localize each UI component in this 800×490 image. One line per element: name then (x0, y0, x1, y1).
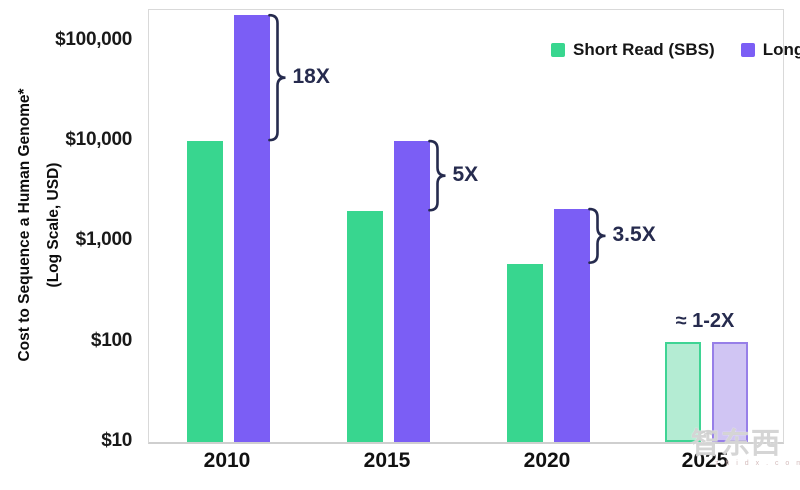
y-tick-1000: $1,000 (75, 229, 133, 251)
y-tick-10000: $10,000 (65, 129, 132, 151)
bar-smrt-2010 (233, 15, 270, 442)
legend-item-short-read: Short Read (SBS) (551, 40, 715, 60)
y-tick-100: $100 (90, 329, 132, 351)
y-axis-title-line1: Cost to Sequence a Human Genome* (16, 88, 33, 362)
bar-sbs-2010 (186, 141, 223, 442)
legend-swatch-long-read (740, 43, 755, 57)
x-tick-2020: 2020 (523, 449, 571, 472)
x-tick-2025: 2025 (681, 449, 729, 472)
legend: Short Read (SBS) Long Read (SMRT) (551, 40, 800, 60)
annotation-12x: ≈ 1-2X (675, 309, 735, 332)
legend-label: Short Read (SBS) (573, 40, 715, 59)
bar-sbs-2025 (664, 341, 701, 442)
legend-item-long-read: Long Read (SMRT) (740, 40, 800, 60)
wifi-icon (700, 429, 716, 436)
y-axis-title-line2: (Log Scale, USD) (45, 162, 62, 288)
bar-smrt-2020 (553, 209, 590, 442)
annotation-18x: 18X (292, 64, 330, 88)
watermark: 智东西 z h i d x . c o m (691, 429, 800, 467)
legend-label: Long Read (SMRT) (762, 40, 800, 59)
watermark-subtext: z h i d x . c o m (715, 460, 800, 467)
bar-smrt-2015 (393, 141, 430, 442)
x-tick-2010: 2010 (203, 449, 251, 472)
bar-sbs-2020 (506, 263, 543, 442)
annotation-35x: 3.5X (612, 222, 656, 246)
bar-smrt-2025 (711, 341, 748, 442)
plot-area: Short Read (SBS) Long Read (SMRT) (148, 9, 800, 444)
bar-sbs-2015 (346, 211, 383, 442)
y-tick-100000: $100,000 (55, 28, 132, 50)
legend-swatch-short-read (551, 43, 565, 57)
x-tick-2015: 2015 (363, 449, 411, 472)
y-tick-10: $10 (101, 430, 132, 451)
annotation-5x: 5X (452, 162, 479, 186)
